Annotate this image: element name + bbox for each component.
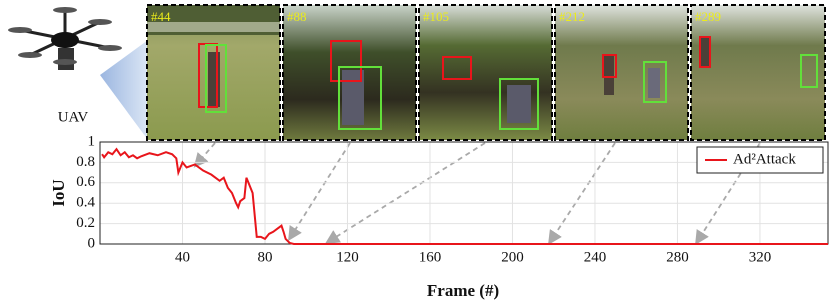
uav-label: UAV (58, 109, 89, 125)
x-tick-label: 280 (666, 249, 689, 265)
frame-label: #88 (287, 9, 307, 24)
y-axis-label: IoU (49, 179, 68, 206)
frame-label: #289 (695, 9, 721, 24)
x-tick-label: 80 (257, 249, 272, 265)
x-axis-label: Frame (#) (427, 281, 499, 300)
y-tick-label: 0 (88, 235, 96, 251)
frame-label: #44 (151, 9, 171, 24)
y-tick-label: 0.8 (76, 154, 95, 170)
frame: #289 (690, 4, 826, 141)
x-tick-label: 240 (584, 249, 607, 265)
y-tick-label: 0.2 (76, 215, 95, 231)
frame-label: #212 (559, 9, 585, 24)
y-tick-label: 0.4 (76, 195, 95, 211)
frame-label: #105 (423, 9, 449, 24)
frame: #105 (418, 4, 553, 141)
frame: #212 (554, 4, 689, 141)
drone-icon (8, 7, 148, 140)
y-tick-label: 1 (88, 133, 96, 149)
x-tick-label: 320 (749, 249, 772, 265)
x-tick-label: 120 (336, 249, 359, 265)
x-tick-label: 160 (419, 249, 442, 265)
x-tick-label: 200 (501, 249, 524, 265)
frame: #44 (146, 4, 281, 141)
x-tick-label: 40 (175, 249, 190, 265)
line (101, 147, 828, 245)
y-tick-label: 0.6 (76, 174, 95, 190)
legend-label: Ad²Attack (733, 151, 796, 167)
frame: #88 (282, 4, 417, 141)
